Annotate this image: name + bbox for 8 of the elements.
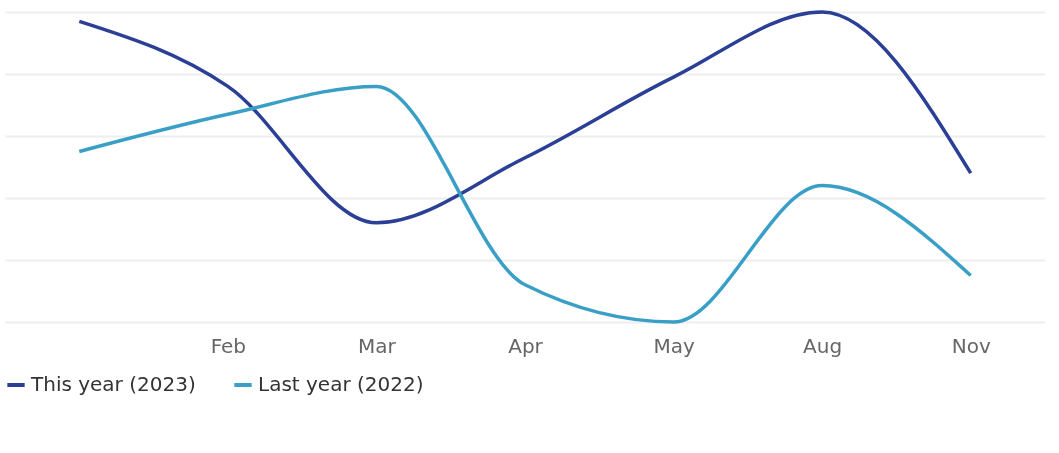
legend-label: This year (2023) [30,372,196,396]
x-tick-label: May [653,333,695,358]
x-tick-label: Nov [951,333,991,358]
legend-label: Last year (2022) [258,372,424,396]
x-tick-label: Apr [508,333,544,358]
x-tick-label: Feb [210,333,247,358]
x-tick-label: Aug [803,333,843,358]
x-tick-label: Mar [358,333,397,358]
